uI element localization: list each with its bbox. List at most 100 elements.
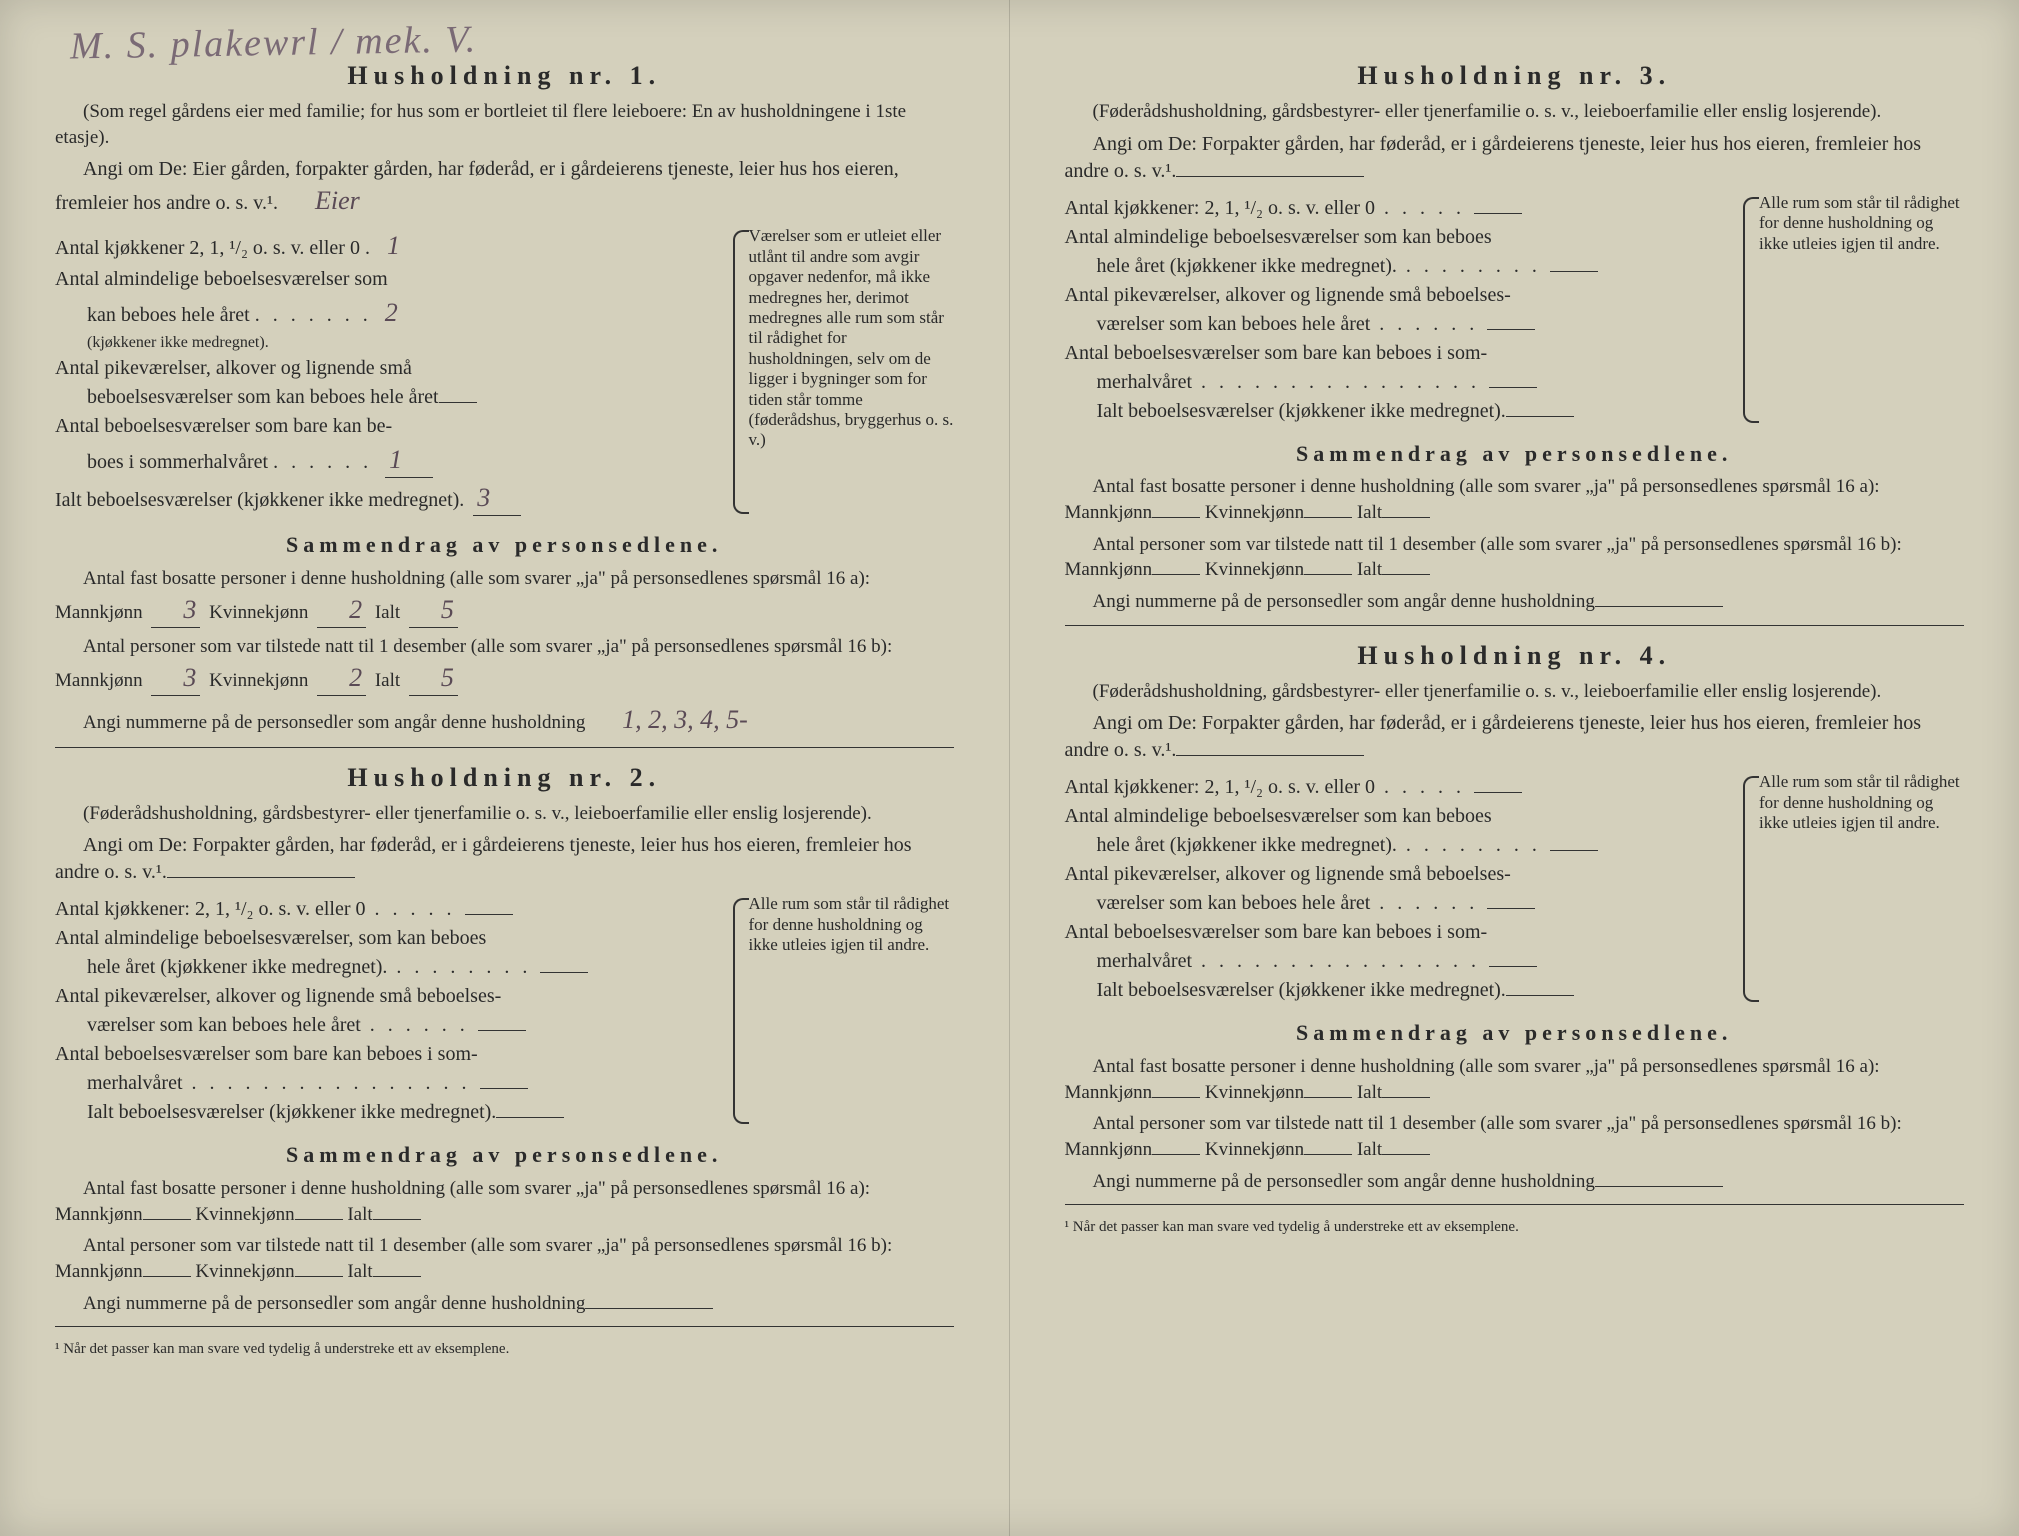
dots: . . . . . [1375,197,1474,219]
room-l2b: kan beboes hele året . . . . . . . 2 [87,295,711,330]
dots: . . . . . . . . . . . . . . . . [1192,371,1489,393]
t: Angi om De: Forpakter gården, har føderå… [1065,712,1922,761]
t: hele året (kjøkkener ikke medregnet). [1097,255,1397,277]
blank [1474,213,1522,214]
blank [143,1219,191,1220]
household2-title: Husholdning nr. 2. [55,760,954,795]
l2b-text: kan beboes hele året [87,304,250,326]
s1kv: Kvinnekjønn [209,602,308,623]
household2-sammendrag-title: Sammendrag av personsedlene. [55,1140,954,1170]
room-l4a: Antal beboelsesværelser som bare kan be- [55,413,711,440]
s1m: 3 [151,592,200,628]
blank [1506,416,1574,417]
t: Kvinnekjønn [1205,559,1304,580]
s2k: 2 [317,660,366,696]
blank [1487,908,1535,909]
blank [1304,1097,1352,1098]
blank [1489,387,1537,388]
dots: . . . . . [366,898,465,920]
blank [439,402,477,403]
h4-l4b: merhalvåret . . . . . . . . . . . . . . … [1097,948,1722,975]
t: Antal personer som var tilstede natt til… [1065,534,1902,581]
t: Antal personer som var tilstede natt til… [55,1235,892,1282]
household4-title: Husholdning nr. 4. [1065,638,1965,673]
household3-rooms: Antal kjøkkener: 2, 1, ¹/₂ o. s. v. elle… [1065,193,1965,427]
household4-rooms: Antal kjøkkener: 2, 1, ¹/₂ o. s. v. elle… [1065,772,1965,1006]
t: Angi nummerne på de personsedler som ang… [1093,1171,1595,1192]
t: værelser som kan beboes hele året [1097,313,1371,335]
t: værelser som kan beboes hele året [87,1014,361,1036]
t: Kvinnekjønn [1205,1139,1304,1160]
document-spread: M. S. plakewrl / mek. V. Husholdning nr.… [0,0,2019,1536]
room-l4b: boes i sommerhalvåret . . . . . . 1 [87,442,711,478]
household1-subnote: (Som regel gårdens eier med familie; for… [55,99,954,150]
blank [1304,574,1352,575]
household4-s1: Antal fast bosatte personer i denne hush… [1065,1054,1965,1105]
blank [1382,517,1430,518]
blank [1152,574,1200,575]
h2-l1: Antal kjøkkener: 2, 1, ¹/₂ o. s. v. elle… [55,896,711,923]
room-lines: Antal kjøkkener 2, 1, ¹/₂ o. s. v. eller… [55,226,711,518]
household1-s2: Antal personer som var tilstede natt til… [55,634,954,696]
t: Ialt [1357,1139,1382,1160]
t: Ialt [1357,559,1382,580]
t: hele året (kjøkkener ikke medregnet). [87,956,387,978]
room-l3a: Antal pikeværelser, alkover og lignende … [55,355,711,382]
blank [1152,1097,1200,1098]
room-l2-note: (kjøkkener ikke medregnet). [87,332,711,354]
t: Angi nummerne på de personsedler som ang… [1093,591,1595,612]
dots: . . . . . [1375,776,1474,798]
h4-l3a: Antal pikeværelser, alkover og lignende … [1065,861,1722,888]
divider [55,1326,954,1327]
anginum-text: Angi nummerne på de personsedler som ang… [83,712,585,733]
t: Ialt beboelsesværelser (kjøkkener ikke m… [1097,979,1506,1001]
household3-sammendrag-title: Sammendrag av personsedlene. [1065,439,1965,469]
angi-handwriting: Eier [287,183,360,218]
blank [1487,329,1535,330]
s1k: 2 [317,592,366,628]
h3-l3a: Antal pikeværelser, alkover og lignende … [1065,282,1722,309]
household3-angi: Angi om De: Forpakter gården, har føderå… [1065,131,1965,185]
blank [1382,1097,1430,1098]
h4-l2a: Antal almindelige beboelsesværelser som … [1065,803,1722,830]
h3-l3b: værelser som kan beboes hele året . . . … [1097,311,1722,338]
dots: . [365,237,383,259]
room-l5: Ialt beboelsesværelser (kjøkkener ikke m… [55,480,711,516]
h4-l5: Ialt beboelsesværelser (kjøkkener ikke m… [1097,977,1722,1004]
t: Antal kjøkkener: 2, 1, ¹/₂ o. s. v. elle… [55,898,366,920]
h3-l4a: Antal beboelsesværelser som bare kan beb… [1065,340,1722,367]
h4-l1: Antal kjøkkener: 2, 1, ¹/₂ o. s. v. elle… [1065,774,1722,801]
t: Antal personer som var tilstede natt til… [1065,1113,1902,1160]
h2-l3a: Antal pikeværelser, alkover og lignende … [55,983,711,1010]
left-footnote: ¹ Når det passer kan man svare ved tydel… [55,1339,954,1359]
t: merhalvåret [87,1072,183,1094]
s1i: 5 [409,592,458,628]
t: Angi nummerne på de personsedler som ang… [83,1293,585,1314]
l5-text: Ialt beboelsesværelser (kjøkkener ikke m… [55,489,464,511]
blank [1382,1154,1430,1155]
household2-s1: Antal fast bosatte personer i denne hush… [55,1176,954,1227]
blank [496,1117,564,1118]
household4-s2: Antal personer som var tilstede natt til… [1065,1111,1965,1162]
right-page: Husholdning nr. 3. (Føderådshusholdning,… [1010,0,2019,1536]
anginum-hand: 1, 2, 3, 4, 5- [594,702,748,737]
t: Kvinnekjønn [1205,502,1304,523]
h2-l4b: merhalvåret . . . . . . . . . . . . . . … [87,1070,711,1097]
blank [1304,517,1352,518]
household3-subnote: (Føderådshusholdning, gårdsbestyrer- ell… [1065,99,1965,125]
h3-l4b: merhalvåret . . . . . . . . . . . . . . … [1097,369,1722,396]
h4-l3b: værelser som kan beboes hele året . . . … [1097,890,1722,917]
blank [295,1219,343,1220]
handwriting-annotation: M. S. plakewrl / mek. V. [70,14,478,72]
t: Ialt [347,1261,372,1282]
h2-l2a: Antal almindelige beboelsesværelser, som… [55,925,711,952]
l1-text: Antal kjøkkener 2, 1, ¹/₂ o. s. v. eller… [55,237,360,259]
t: Angi om De: Forpakter gården, har føderå… [1065,133,1922,182]
t: Ialt [1357,502,1382,523]
t: Ialt beboelsesværelser (kjøkkener ikke m… [87,1101,496,1123]
household4-angi: Angi om De: Forpakter gården, har føderå… [1065,710,1965,764]
household4-anginum: Angi nummerne på de personsedler som ang… [1065,1169,1965,1195]
household1-sammendrag-title: Sammendrag av personsedlene. [55,530,954,560]
blank [1595,1186,1723,1187]
divider [55,747,954,748]
